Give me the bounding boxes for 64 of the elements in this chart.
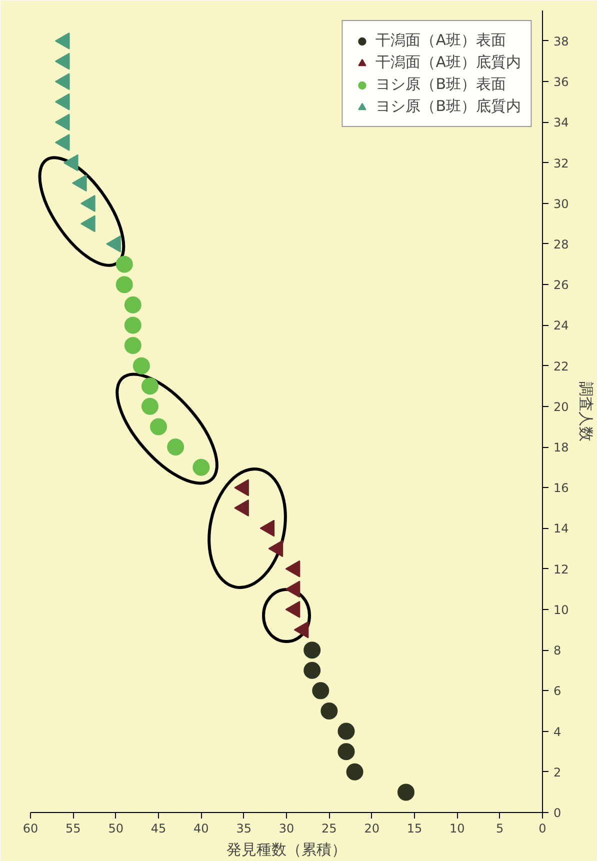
point [54,52,70,70]
point [312,682,330,700]
x-tick-label: 60 [22,822,38,836]
y-tick-label: 38 [554,34,569,48]
point [72,174,87,192]
point [106,235,121,252]
point [54,134,70,151]
x-tick-label: 30 [278,822,294,836]
point [346,763,364,780]
x-tick-label: 5 [496,822,504,836]
y-tick-label: 26 [554,278,569,292]
point [80,194,96,212]
x-tick-label: 25 [322,822,337,836]
legend-label: 干潟面（A班）底質内 [376,53,521,72]
y-tick-label: 18 [554,440,569,455]
y-tick-label: 12 [554,562,569,576]
y-tick-label: 14 [554,522,569,536]
x-tick-label: 15 [406,822,422,836]
x-tick-label: 0 [538,822,546,836]
point [338,743,355,760]
y-tick-label: 24 [554,318,569,333]
y-tick-label: 20 [554,400,569,414]
point [304,662,321,679]
y-tick-label: 6 [554,684,562,698]
y-tick-label: 36 [554,75,569,90]
point [54,73,70,90]
point [54,32,70,50]
point [260,520,275,537]
y-tick-label: 16 [554,481,569,496]
x-tick-label: 20 [364,822,380,836]
legend-label: ヨシ原（B班）底質内 [376,97,521,116]
x-tick-label: 10 [450,822,465,836]
x-tick-label: 55 [66,822,81,836]
y-tick-label: 8 [554,644,562,658]
point [304,642,321,659]
point [320,702,338,720]
point [54,93,70,110]
y-tick-label: 4 [554,724,562,739]
point [234,499,249,516]
y-tick-label: 34 [554,116,569,130]
point [192,458,210,476]
y-tick-label: 0 [554,806,562,820]
y-tick-label: 32 [554,156,569,170]
y-tick-label: 28 [554,237,569,252]
legend-label: ヨシ原（B班）表面 [376,75,506,94]
point [141,378,158,395]
point [54,114,70,131]
legend-label: 干潟面（A班）表面 [376,31,506,50]
x-tick-label: 50 [108,822,124,836]
y-tick-label: 10 [554,602,569,617]
point [338,722,355,740]
y-tick-label: 2 [554,765,562,780]
point [63,154,78,172]
point [141,398,158,415]
point [80,215,96,232]
y-axis-title: 調査人数 [576,382,595,442]
point [234,479,249,496]
point [397,784,414,801]
x-tick-label: 40 [194,822,209,836]
y-tick-label: 30 [554,196,569,211]
x-axis-title: 発見種数（累積） [226,840,346,858]
x-tick-label: 45 [150,822,166,836]
x-tick-label: 35 [236,822,252,836]
y-tick-label: 22 [554,359,569,374]
